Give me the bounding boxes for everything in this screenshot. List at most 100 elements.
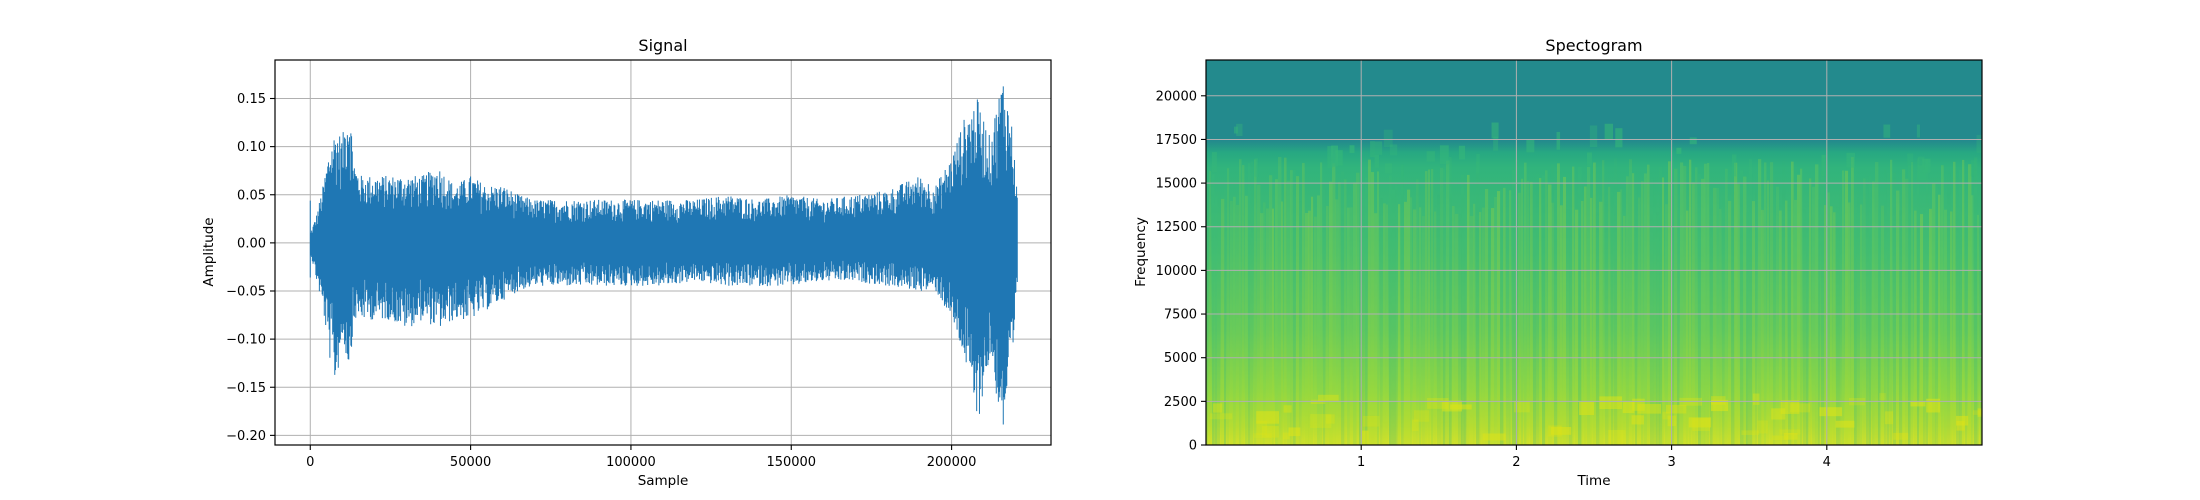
spectrogram-streak xyxy=(1836,207,1840,445)
spectrogram-energy-patch xyxy=(1819,407,1842,417)
spectrogram-streak xyxy=(1413,209,1417,445)
spectrogram-streak xyxy=(1311,196,1314,445)
spectrogram-streak xyxy=(1917,158,1920,445)
spectrogram-streak xyxy=(1869,175,1872,445)
spectrogram-edge-blob xyxy=(1491,122,1499,139)
spectrogram-energy-patch xyxy=(1780,400,1800,414)
spectrogram-streak xyxy=(1920,214,1924,445)
spectrogram-x-tick-label: 4 xyxy=(1823,455,1831,470)
spectrogram-energy-patch xyxy=(1442,400,1462,412)
spectrogram-streak xyxy=(1587,166,1591,445)
spectrogram-streak xyxy=(1317,195,1320,445)
spectrogram-streak xyxy=(1710,208,1713,445)
spectrogram-streak xyxy=(1812,186,1816,445)
spectrogram-streak xyxy=(1683,165,1687,445)
spectrogram-streak xyxy=(1707,162,1710,445)
spectrogram-energy-patch xyxy=(1622,401,1635,414)
spectrogram-energy-patch xyxy=(1310,399,1326,404)
spectrogram-streak xyxy=(1497,191,1501,445)
spectrogram-streak xyxy=(1278,157,1282,445)
spectrogram-streak xyxy=(1290,170,1293,445)
spectrogram-streak xyxy=(1842,170,1845,445)
spectrogram-streak xyxy=(1926,158,1929,445)
spectrogram-edge-blob xyxy=(1586,152,1592,167)
spectrogram-streak xyxy=(1377,171,1380,445)
spectrogram-energy-patch xyxy=(1879,393,1886,401)
spectrogram-edge-blob xyxy=(1689,137,1697,145)
spectrogram-energy-patch xyxy=(1413,410,1430,422)
spectrogram-streak xyxy=(1620,189,1623,445)
signal-x-tick-label: 100000 xyxy=(606,455,656,470)
spectrogram-streak xyxy=(1284,157,1287,445)
spectrogram-streak xyxy=(1386,204,1389,445)
spectrogram-streak xyxy=(1341,171,1345,445)
spectrogram-streak xyxy=(1236,204,1240,445)
spectrogram-streak xyxy=(1944,209,1947,445)
spectrogram-energy-patch xyxy=(1253,433,1272,439)
spectrogram-x-ticks: 1 2 3 4 xyxy=(1357,445,1831,470)
spectrogram-streak xyxy=(1737,184,1740,445)
spectrogram-streak xyxy=(1650,177,1654,445)
spectrogram-energy-patch xyxy=(1599,396,1623,410)
spectrogram-streak xyxy=(1941,165,1944,445)
spectrogram-streak xyxy=(1665,204,1668,445)
spectrogram-energy-patch xyxy=(1209,413,1233,420)
spectrogram-energy-patch xyxy=(1665,404,1687,414)
signal-y-ticks: 0.15 0.10 0.05 0.00 −0.05 −0.10 −0.15 −0.20 xyxy=(226,92,275,444)
spectrogram-streak xyxy=(1323,185,1326,445)
spectrogram-streak xyxy=(1599,201,1603,445)
spectrogram-streak xyxy=(1566,209,1570,445)
spectrogram-energy-patch xyxy=(1783,432,1798,440)
spectrogram-energy-patch xyxy=(1288,427,1301,437)
spectrogram-streak xyxy=(1458,213,1462,445)
spectrogram-streak xyxy=(1410,197,1413,445)
spectrogram-streak xyxy=(1590,197,1593,445)
spectrogram-edge-blob xyxy=(1331,145,1338,167)
spectrogram-streak xyxy=(1773,189,1776,445)
spectrogram-streak xyxy=(1242,165,1245,445)
spectrogram-streak xyxy=(1548,184,1552,445)
spectrogram-streak xyxy=(1746,212,1749,445)
spectrogram-energy-patch xyxy=(1362,430,1369,445)
spectrogram-streak xyxy=(1896,190,1900,445)
spectrogram-streak xyxy=(1806,212,1809,445)
spectrogram-streak xyxy=(1401,164,1404,445)
spectrogram-streak xyxy=(1863,178,1866,445)
spectrogram-edge-blob xyxy=(1389,144,1398,156)
spectrogram-streak xyxy=(1827,192,1830,445)
spectrogram-energy-patch xyxy=(1779,429,1801,435)
spectrogram-y-tick-label: 7500 xyxy=(1164,308,1197,323)
spectrogram-energy-patch xyxy=(1771,408,1786,420)
spectrogram-streak xyxy=(1902,169,1906,445)
spectrogram-streak xyxy=(1833,212,1836,445)
spectrogram-streak xyxy=(1647,164,1650,445)
spectrogram-streak xyxy=(1890,159,1893,445)
spectrogram-streak xyxy=(1365,177,1368,445)
spectrogram-streak xyxy=(1704,163,1707,445)
spectrogram-streak xyxy=(1965,216,1968,445)
spectrogram-y-tick-label: 17500 xyxy=(1156,133,1197,148)
signal-y-tick-label: 0.15 xyxy=(237,92,266,107)
spectrogram-streak xyxy=(1758,159,1762,445)
spectrogram-streak xyxy=(1545,170,1548,445)
spectrogram-energy-patch xyxy=(1310,414,1332,428)
signal-y-axis-label: Amplitude xyxy=(201,217,217,286)
spectrogram-edge-blob xyxy=(1211,152,1217,173)
spectrogram-y-tick-label: 2500 xyxy=(1164,395,1197,410)
spectrogram-streak xyxy=(1503,187,1506,445)
spectrogram-streak xyxy=(1794,199,1798,445)
spectrogram-streak xyxy=(1269,175,1273,445)
spectrogram-x-tick-label: 2 xyxy=(1512,455,1520,470)
spectrogram-streak xyxy=(1671,196,1674,445)
spectrogram-energy-patch xyxy=(1282,432,1290,440)
spectrogram-streak xyxy=(1449,156,1452,445)
spectrogram-streak xyxy=(1326,205,1329,445)
signal-y-tick-label: −0.15 xyxy=(226,381,266,396)
spectrogram-streak xyxy=(1839,188,1842,445)
spectrogram-streak xyxy=(1482,207,1485,445)
spectrogram-streak xyxy=(1935,180,1939,445)
spectrogram-streak xyxy=(1656,211,1660,445)
spectrogram-streak xyxy=(1335,199,1339,445)
spectrogram-streak xyxy=(1698,174,1701,445)
